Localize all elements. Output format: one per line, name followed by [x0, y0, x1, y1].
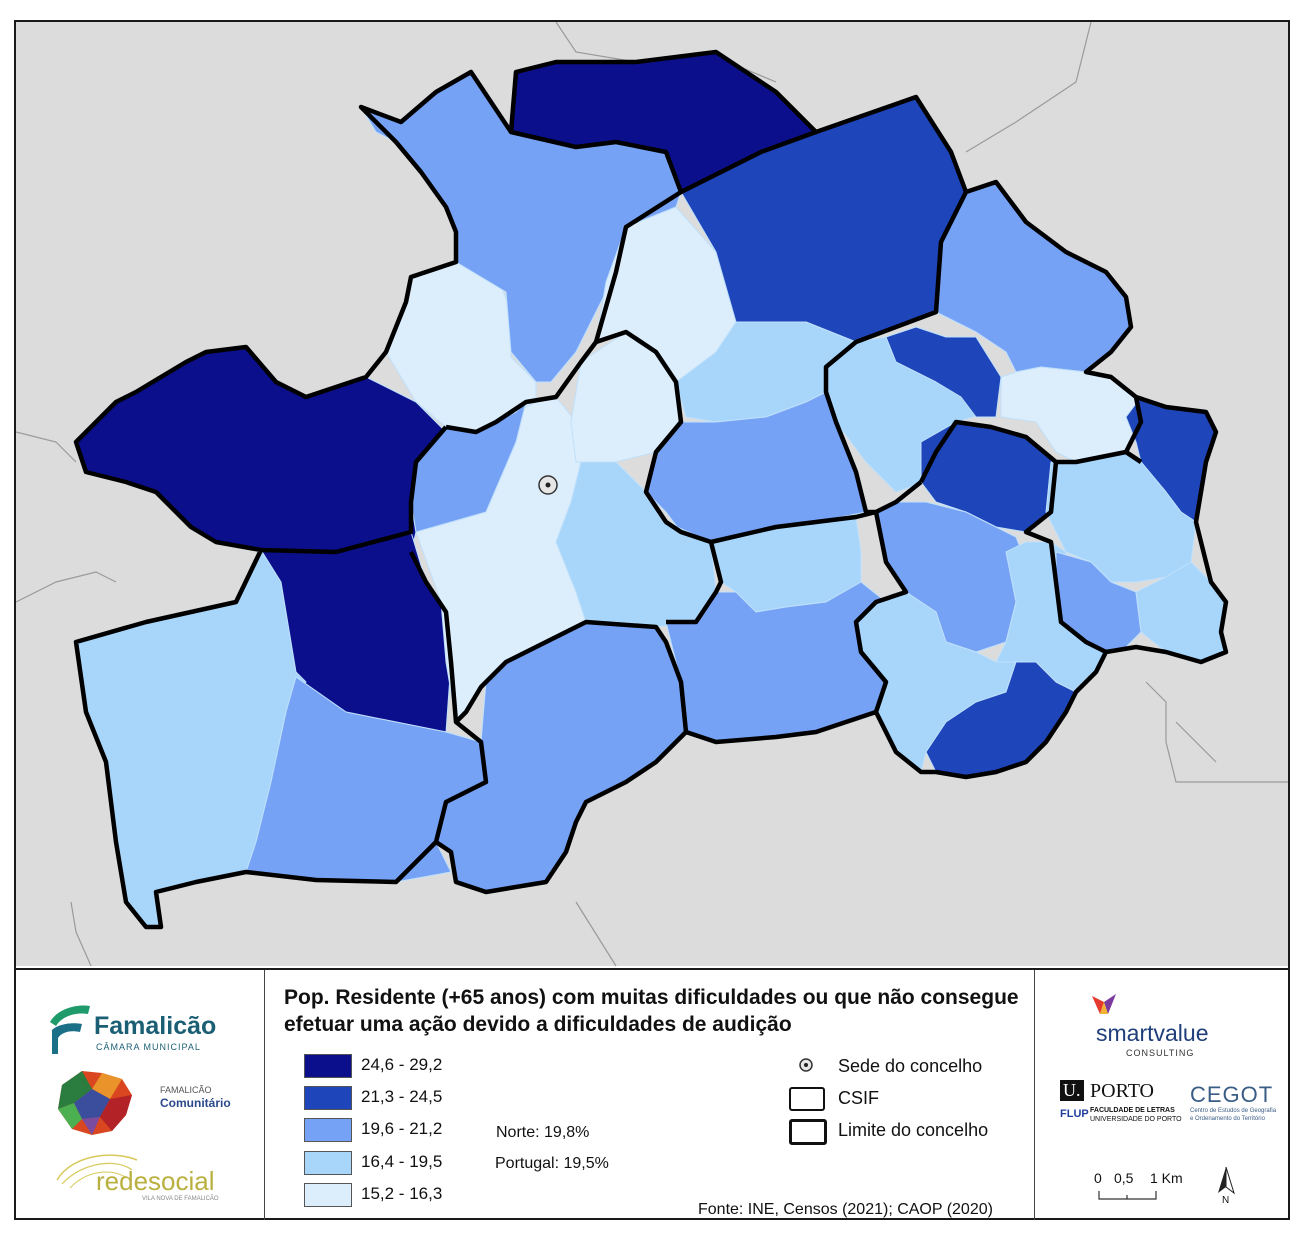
- famalicao-mark-icon: [50, 1005, 90, 1054]
- parish-east-dark-small: [885, 326, 1002, 418]
- cegot-line1: Centro de Estudos de Geografia: [1190, 1108, 1277, 1114]
- source-text: Fonte: INE, Censos (2021); CAOP (2020): [698, 1201, 993, 1218]
- smartvalue-text: smartvalue: [1096, 1020, 1209, 1046]
- sede-marker-icon: [799, 1058, 813, 1072]
- smartvalue-sub: CONSULTING: [1126, 1048, 1195, 1058]
- flup-line1: FACULDADE DE LETRAS: [1090, 1107, 1175, 1114]
- scale-label-1km: 1 Km: [1150, 1170, 1183, 1186]
- flup: FLUP: [1060, 1108, 1089, 1120]
- famalicao-name: Famalicão: [94, 1012, 217, 1040]
- redesocial-sub: VILA NOVA DE FAMALICÃO: [142, 1196, 219, 1202]
- legend-swatch: [304, 1054, 352, 1078]
- parish-mosaic-icon: [58, 1071, 132, 1135]
- legend-swatch: [304, 1183, 352, 1207]
- scale-label-05: 0,5: [1114, 1170, 1134, 1186]
- flup-line2: UNIVERSIDADE DO PORTO: [1090, 1116, 1182, 1123]
- famalicao-sub: CÂMARA MUNICIPAL: [96, 1042, 201, 1052]
- famalicao-comunitario-logo: FAMALICÃO Comunitário: [52, 1065, 252, 1140]
- scale-bar: 0 0,5 1 Km: [1088, 1165, 1208, 1205]
- uporto-u: U.: [1060, 1080, 1084, 1101]
- legend-class-label: 21,3 - 24,5: [361, 1087, 443, 1106]
- uporto-porto: PORTO: [1090, 1080, 1155, 1102]
- legend-class-label: 19,6 - 21,2: [361, 1119, 443, 1138]
- legend-class-label: 24,6 - 29,2: [361, 1055, 443, 1074]
- legend-swatch: [304, 1151, 352, 1175]
- smartvalue-mark-icon: [1092, 994, 1116, 1014]
- neighbor-boundaries: [16, 22, 1288, 966]
- parish-south-west-mid: [245, 676, 487, 883]
- limite-swatch-icon: [789, 1119, 827, 1145]
- famalicao-logo: Famalicão CÂMARA MUNICIPAL: [48, 1000, 248, 1060]
- legend-panel: Famalicão CÂMARA MUNICIPAL FAMALICÃO Com…: [16, 968, 1288, 1220]
- cegot-logo: CEGOT Centro de Estudos de Geografia e O…: [1188, 1082, 1278, 1127]
- scale-ruler-icon: [1098, 1191, 1157, 1200]
- cegot-line2: e Ordenamento do Território: [1190, 1116, 1265, 1122]
- sede-do-concelho-marker: [538, 475, 558, 495]
- north-arrow-icon: [1218, 1166, 1235, 1195]
- limite-label: Limite do concelho: [838, 1120, 989, 1140]
- redesocial-swirl-icon: [56, 1154, 138, 1189]
- scale-label-0: 0: [1094, 1170, 1102, 1186]
- smartvalue-logo: smartvalue CONSULTING: [1086, 990, 1266, 1060]
- comunitario-line2: Comunitário: [160, 1096, 231, 1110]
- choropleth-map: [16, 22, 1288, 966]
- reference-portugal: Portugal: 19,5%: [495, 1155, 609, 1172]
- legend-swatch: [304, 1118, 352, 1142]
- redesocial-logo: redesocial VILA NOVA DE FAMALICÃO: [52, 1150, 252, 1210]
- map-title: Pop. Residente (+65 anos) com muitas dif…: [284, 986, 1019, 1036]
- cegot-text: CEGOT: [1190, 1082, 1274, 1107]
- csif-label: CSIF: [838, 1088, 880, 1108]
- redesocial-text: redesocial: [96, 1166, 215, 1196]
- legend-swatch: [304, 1086, 352, 1110]
- comunitario-line1: FAMALICÃO: [160, 1085, 212, 1095]
- divider: [264, 970, 265, 1220]
- csif-boundaries: [73, 49, 1229, 930]
- uporto-logo: U. PORTO FLUP FACULDADE DE LETRAS UNIVER…: [1060, 1080, 1182, 1130]
- reference-norte: Norte: 19,8%: [496, 1124, 590, 1141]
- legend-class-label: 16,4 - 19,5: [361, 1152, 443, 1171]
- north-arrow: N: [1214, 1165, 1238, 1210]
- sede-label: Sede do concelho: [838, 1056, 983, 1076]
- legend-class-label: 15,2 - 16,3: [361, 1184, 443, 1203]
- csif-swatch-icon: [789, 1087, 825, 1111]
- north-label: N: [1222, 1195, 1230, 1206]
- divider: [1034, 970, 1035, 1220]
